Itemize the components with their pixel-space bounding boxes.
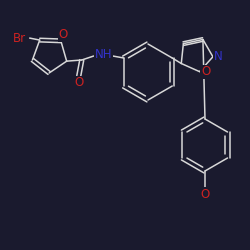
Text: O: O — [201, 65, 210, 78]
Text: O: O — [200, 188, 209, 200]
Text: O: O — [74, 76, 84, 90]
Text: NH: NH — [95, 48, 112, 62]
Text: Br: Br — [13, 32, 26, 44]
Text: N: N — [214, 50, 222, 63]
Text: O: O — [58, 28, 68, 41]
